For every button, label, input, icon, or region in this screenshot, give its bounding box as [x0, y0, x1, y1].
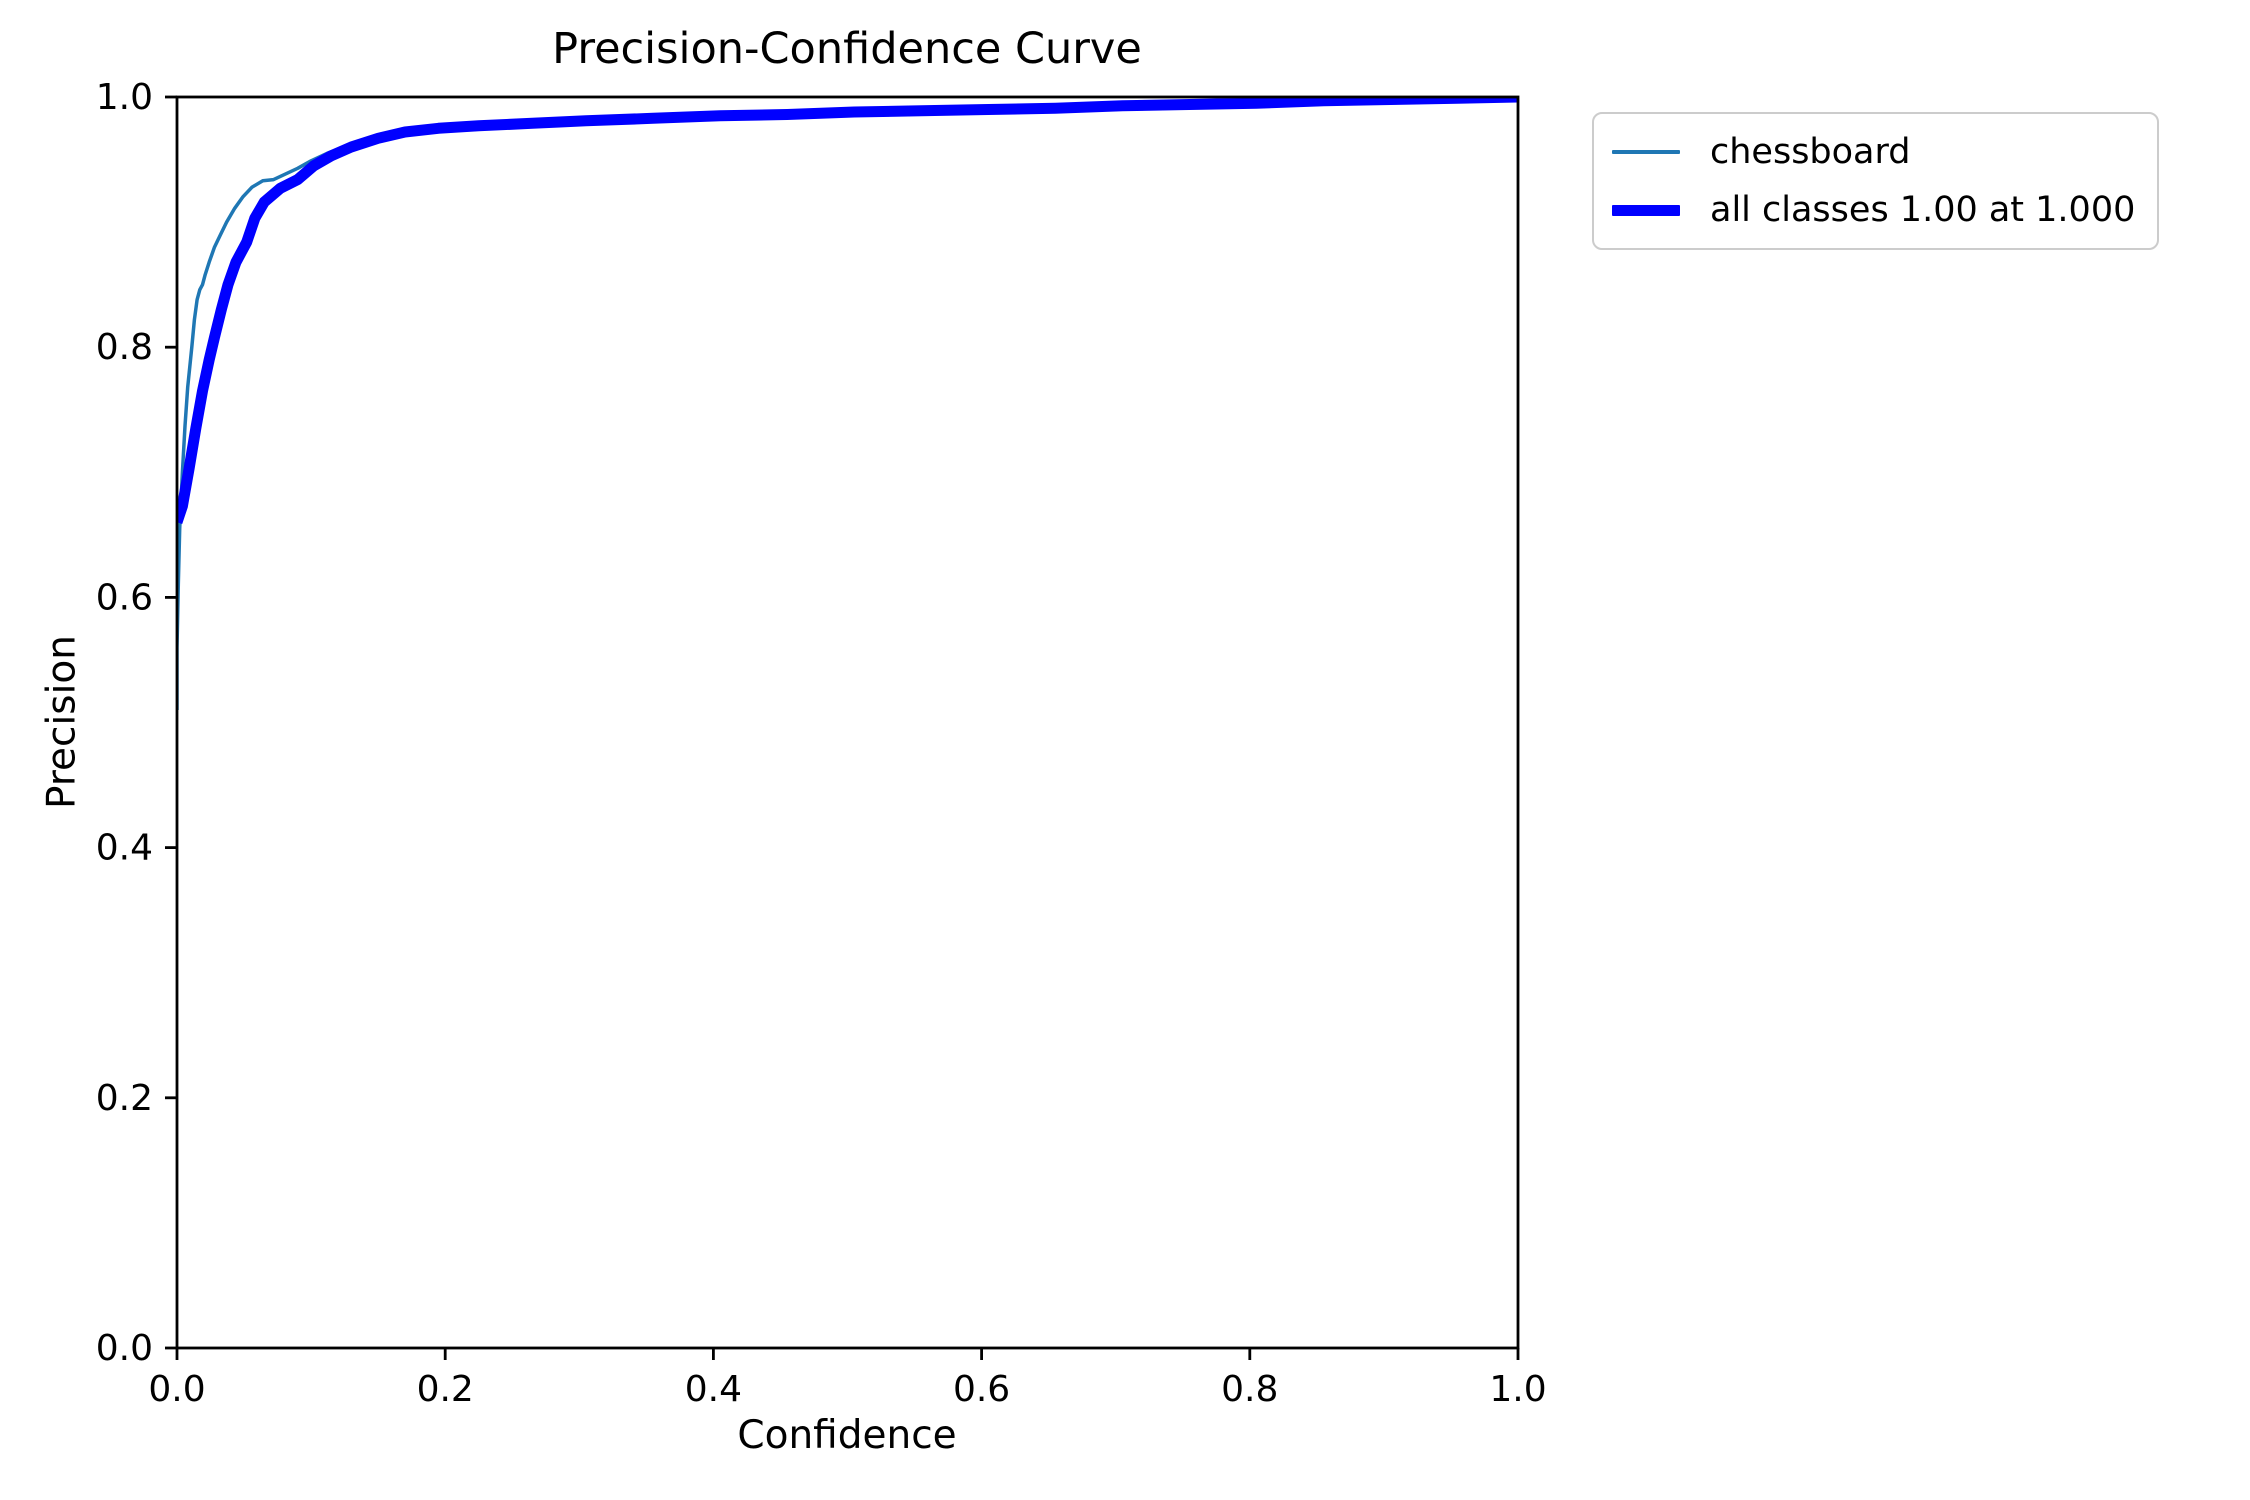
- series-line-all-all-classes: [177, 97, 1518, 525]
- x-axis-label: Confidence: [737, 1413, 957, 1458]
- y-tick-label: 0.4: [96, 828, 153, 869]
- chart-title: Precision-Confidence Curve: [552, 24, 1142, 74]
- y-tick-label: 0.2: [96, 1078, 153, 1119]
- x-tick-label: 1.0: [1489, 1369, 1546, 1410]
- y-tick-label: 1.0: [96, 77, 153, 118]
- legend-item-all-classes: all classes 1.00 at 1.000: [1612, 188, 2135, 232]
- x-tick-label: 0.4: [685, 1369, 742, 1410]
- series-group: [177, 97, 1518, 710]
- y-tick-label: 0.8: [96, 327, 153, 368]
- legend-label-chessboard: chessboard: [1710, 132, 1911, 172]
- x-tick-label: 0.8: [1221, 1369, 1278, 1410]
- x-tick-label: 0.6: [953, 1369, 1010, 1410]
- x-tick-label: 0.0: [148, 1369, 205, 1410]
- y-tick-label: 0.0: [96, 1328, 153, 1369]
- y-axis-label: Precision: [39, 634, 85, 810]
- series-line-chessboard: [177, 97, 1518, 710]
- y-tick-label: 0.6: [96, 577, 153, 618]
- legend: chessboard all classes 1.00 at 1.000: [1592, 112, 2160, 250]
- legend-item-chessboard: chessboard: [1612, 130, 2135, 174]
- legend-line-sample-all-classes: [1612, 204, 1680, 216]
- axes-spines: [175, 95, 1520, 1350]
- x-tick-label: 0.2: [417, 1369, 474, 1410]
- legend-line-sample-chessboard: [1612, 150, 1680, 154]
- legend-label-all-classes: all classes 1.00 at 1.000: [1710, 190, 2136, 230]
